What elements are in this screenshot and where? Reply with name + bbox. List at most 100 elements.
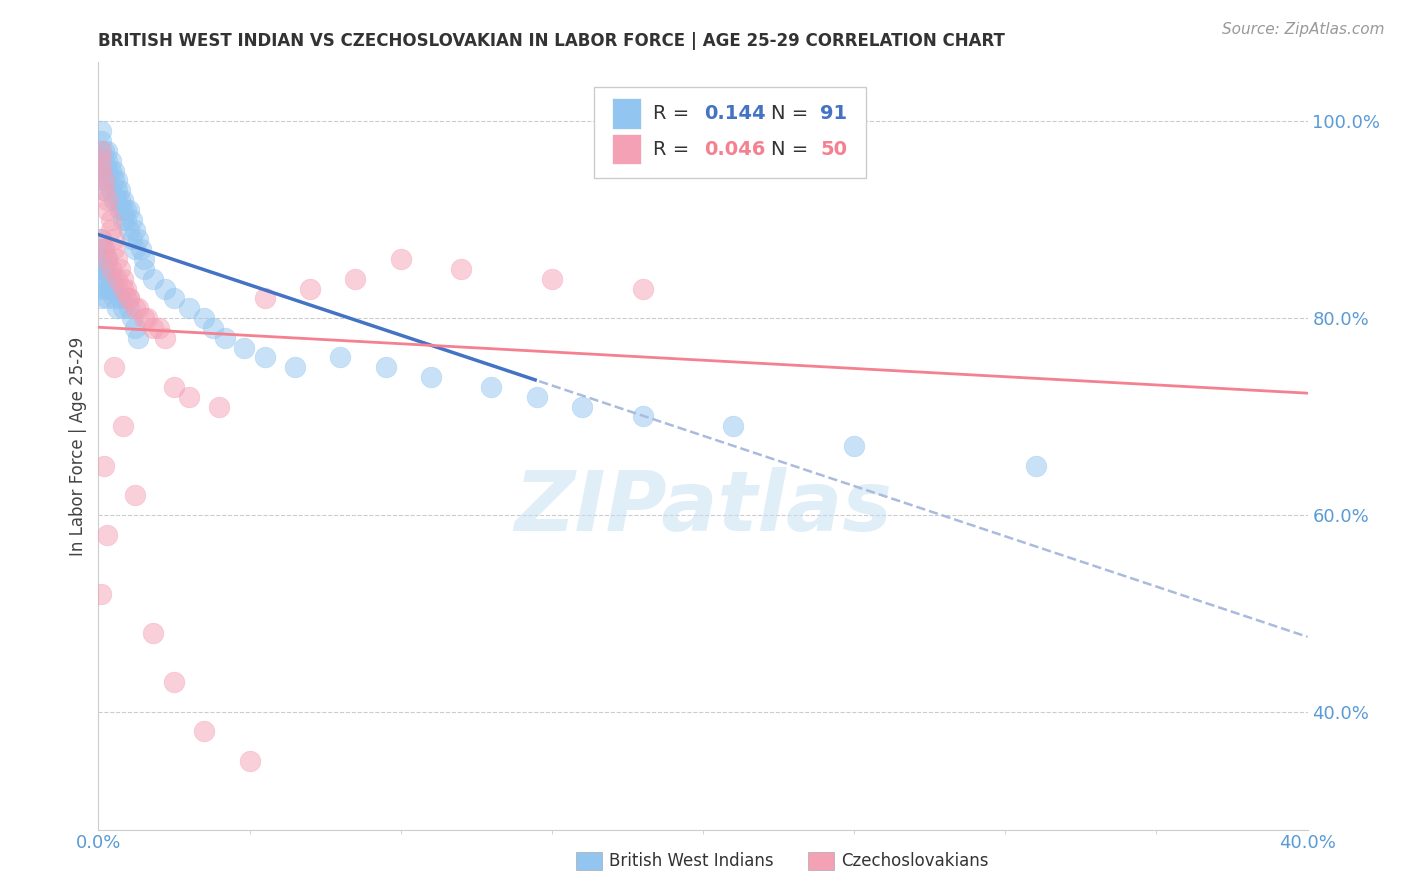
Text: R =: R = bbox=[654, 104, 696, 123]
Point bbox=[389, 252, 412, 267]
Point bbox=[214, 331, 236, 345]
Point bbox=[118, 292, 141, 306]
Point bbox=[118, 222, 141, 236]
Point bbox=[118, 301, 141, 316]
Point bbox=[142, 321, 165, 335]
Point bbox=[111, 193, 134, 207]
Point bbox=[111, 301, 134, 316]
Point bbox=[299, 282, 322, 296]
Point bbox=[96, 527, 118, 541]
Point bbox=[111, 419, 134, 434]
Point bbox=[93, 242, 115, 256]
Point bbox=[118, 292, 141, 306]
Point bbox=[153, 282, 176, 296]
Text: British West Indians: British West Indians bbox=[609, 852, 773, 870]
FancyBboxPatch shape bbox=[595, 87, 866, 178]
Point bbox=[844, 439, 866, 453]
Point bbox=[374, 360, 396, 375]
Point bbox=[96, 193, 118, 207]
Point bbox=[132, 262, 155, 277]
Text: N =: N = bbox=[770, 104, 814, 123]
Point bbox=[179, 390, 201, 404]
Point bbox=[103, 173, 125, 187]
Point bbox=[208, 400, 231, 414]
Point bbox=[121, 311, 143, 326]
Point bbox=[103, 232, 125, 246]
Point bbox=[100, 222, 122, 236]
Bar bbox=[613, 134, 641, 164]
Point bbox=[329, 351, 352, 365]
Point bbox=[105, 252, 128, 267]
Point bbox=[121, 212, 143, 227]
Point bbox=[93, 262, 115, 277]
Point bbox=[96, 153, 118, 168]
Point bbox=[723, 419, 745, 434]
Point bbox=[114, 292, 136, 306]
Point bbox=[239, 754, 262, 768]
Point bbox=[90, 242, 112, 256]
Point bbox=[90, 262, 112, 277]
Point bbox=[90, 232, 112, 246]
Point bbox=[127, 301, 149, 316]
Point bbox=[103, 193, 125, 207]
Point bbox=[105, 193, 128, 207]
Point bbox=[90, 163, 112, 178]
Point bbox=[118, 202, 141, 217]
Point bbox=[90, 134, 112, 148]
Point bbox=[103, 272, 125, 286]
Point bbox=[96, 163, 118, 178]
Point bbox=[108, 183, 131, 197]
Point bbox=[114, 282, 136, 296]
Point bbox=[108, 193, 131, 207]
Point bbox=[571, 400, 593, 414]
Text: Czechoslovakians: Czechoslovakians bbox=[841, 852, 988, 870]
Point bbox=[631, 282, 654, 296]
Text: 50: 50 bbox=[820, 140, 848, 159]
Point bbox=[100, 282, 122, 296]
Point bbox=[253, 351, 276, 365]
Point bbox=[90, 173, 112, 187]
Point bbox=[93, 183, 115, 197]
Point bbox=[135, 311, 157, 326]
Point bbox=[111, 282, 134, 296]
Point bbox=[193, 311, 215, 326]
Point bbox=[103, 292, 125, 306]
Point bbox=[1024, 458, 1046, 473]
Point bbox=[344, 272, 367, 286]
Point bbox=[526, 390, 548, 404]
Point bbox=[127, 232, 149, 246]
Point bbox=[127, 331, 149, 345]
Point bbox=[124, 301, 146, 316]
Point bbox=[163, 380, 186, 394]
Point bbox=[96, 252, 118, 267]
Point bbox=[179, 301, 201, 316]
Point bbox=[420, 370, 443, 384]
Point bbox=[93, 173, 115, 187]
Point bbox=[90, 252, 112, 267]
Point bbox=[90, 124, 112, 138]
Point bbox=[93, 252, 115, 267]
Text: 0.046: 0.046 bbox=[704, 140, 766, 159]
Point bbox=[124, 488, 146, 502]
Point bbox=[153, 331, 176, 345]
Point bbox=[93, 144, 115, 158]
Point bbox=[108, 292, 131, 306]
Point bbox=[90, 163, 112, 178]
Point bbox=[163, 292, 186, 306]
Point bbox=[96, 282, 118, 296]
Point bbox=[631, 409, 654, 424]
Point bbox=[90, 144, 112, 158]
Y-axis label: In Labor Force | Age 25-29: In Labor Force | Age 25-29 bbox=[69, 336, 87, 556]
Point bbox=[193, 724, 215, 739]
Point bbox=[93, 183, 115, 197]
Point bbox=[108, 202, 131, 217]
Point bbox=[129, 242, 152, 256]
Point bbox=[90, 232, 112, 246]
Point bbox=[103, 242, 125, 256]
Point bbox=[90, 586, 112, 600]
Point bbox=[100, 262, 122, 277]
Point bbox=[105, 183, 128, 197]
Point bbox=[540, 272, 562, 286]
Point bbox=[114, 202, 136, 217]
Point bbox=[142, 625, 165, 640]
